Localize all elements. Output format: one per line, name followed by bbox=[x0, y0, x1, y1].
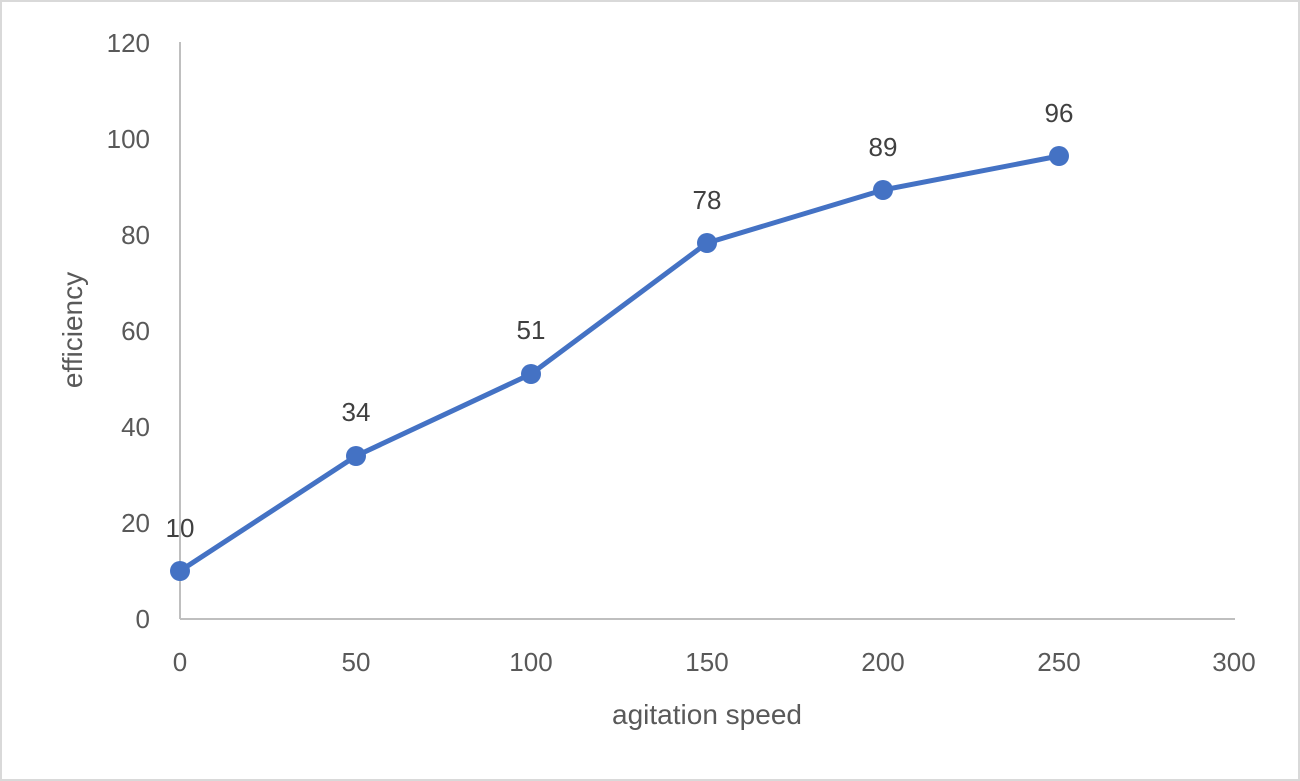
data-point-marker bbox=[697, 233, 717, 253]
data-label: 89 bbox=[869, 132, 898, 162]
x-tick-labels: 0 50 100 150 200 250 300 bbox=[173, 647, 1256, 677]
y-axis-title: efficiency bbox=[57, 272, 88, 388]
data-label: 51 bbox=[517, 315, 546, 345]
x-tick: 150 bbox=[685, 647, 728, 677]
data-point-marker bbox=[521, 364, 541, 384]
y-tick: 20 bbox=[121, 508, 150, 538]
data-label: 34 bbox=[342, 397, 371, 427]
series-markers bbox=[170, 146, 1069, 581]
x-tick: 0 bbox=[173, 647, 187, 677]
data-label: 78 bbox=[693, 185, 722, 215]
data-point-marker bbox=[346, 446, 366, 466]
x-tick: 300 bbox=[1212, 647, 1255, 677]
data-point-marker bbox=[1049, 146, 1069, 166]
y-tick: 60 bbox=[121, 316, 150, 346]
data-labels: 10 34 51 78 89 96 bbox=[166, 98, 1074, 543]
y-tick: 80 bbox=[121, 220, 150, 250]
y-tick: 100 bbox=[107, 124, 150, 154]
y-tick: 0 bbox=[136, 604, 150, 634]
y-tick: 120 bbox=[107, 28, 150, 58]
x-axis-title: agitation speed bbox=[612, 699, 802, 730]
x-tick: 50 bbox=[342, 647, 371, 677]
y-tick-labels: 0 20 40 60 80 100 120 bbox=[107, 28, 150, 634]
x-tick: 200 bbox=[861, 647, 904, 677]
y-tick: 40 bbox=[121, 412, 150, 442]
series-line bbox=[178, 153, 1060, 574]
x-tick: 100 bbox=[509, 647, 552, 677]
data-label: 96 bbox=[1045, 98, 1074, 128]
data-label: 10 bbox=[166, 513, 195, 543]
data-point-marker bbox=[873, 180, 893, 200]
data-point-marker bbox=[170, 561, 190, 581]
x-tick: 250 bbox=[1037, 647, 1080, 677]
